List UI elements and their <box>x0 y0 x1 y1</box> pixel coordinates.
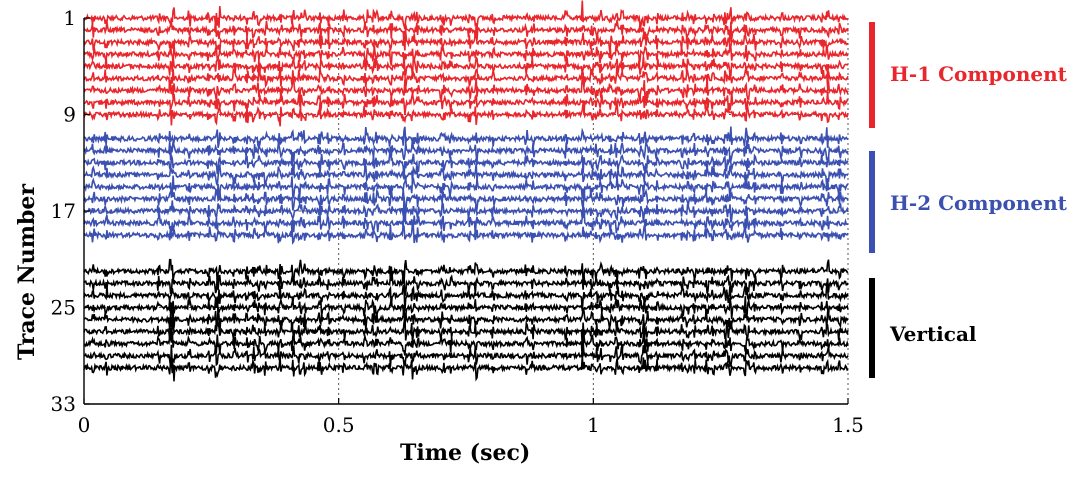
trace-14 <box>83 163 849 189</box>
tick-labels: 0 0.5 1 1.5 1 9 17 25 33 <box>51 6 864 437</box>
trace-26 <box>83 304 849 334</box>
trace-25 <box>84 296 849 321</box>
trace-29 <box>83 340 849 368</box>
trace-layer <box>83 0 849 382</box>
legend-label-h2: H-2 Component <box>890 191 1067 215</box>
series-h-2-component <box>83 126 849 245</box>
trace-9 <box>83 102 849 127</box>
legend-bar-h2 <box>869 151 875 253</box>
y-tick-label: 17 <box>51 199 76 223</box>
trace-5 <box>83 55 849 79</box>
x-tick-label: 0.5 <box>323 413 355 437</box>
trace-27 <box>83 316 849 346</box>
trace-12 <box>83 137 849 163</box>
trace-8 <box>83 90 849 116</box>
trace-19 <box>83 222 849 245</box>
legend-bar-h1 <box>869 22 875 128</box>
trace-15 <box>83 175 849 202</box>
trace-11 <box>83 126 849 148</box>
x-tick-label: 1.5 <box>832 413 864 437</box>
trace-13 <box>83 150 849 180</box>
x-axis-label: Time (sec) <box>400 440 531 466</box>
series-vertical <box>83 258 849 382</box>
legend-bar-vertical <box>869 278 875 378</box>
trace-28 <box>83 331 849 359</box>
y-tick-label: 1 <box>63 6 76 30</box>
y-tick-label: 33 <box>51 392 76 416</box>
trace-1 <box>83 0 849 30</box>
y-tick-label: 9 <box>63 103 76 127</box>
x-tick-label: 0 <box>78 413 91 437</box>
series-h-1-component <box>83 0 849 127</box>
y-axis-label: Trace Number <box>14 183 40 360</box>
trace-4 <box>83 42 849 68</box>
trace-23 <box>83 270 849 297</box>
trace-6 <box>83 64 849 89</box>
trace-2 <box>83 19 849 51</box>
trace-18 <box>83 197 849 235</box>
axes <box>83 17 849 405</box>
trace-3 <box>83 28 849 53</box>
y-tick-label: 25 <box>51 296 76 320</box>
trace-17 <box>83 200 849 223</box>
trace-24 <box>83 284 849 312</box>
trace-16 <box>83 187 849 214</box>
x-tick-label: 1 <box>587 413 600 437</box>
legend-label-h1: H-1 Component <box>890 62 1067 86</box>
trace-7 <box>83 76 849 102</box>
trace-30 <box>83 355 849 382</box>
trace-22 <box>83 258 849 285</box>
legend-label-vertical: Vertical <box>890 322 977 346</box>
